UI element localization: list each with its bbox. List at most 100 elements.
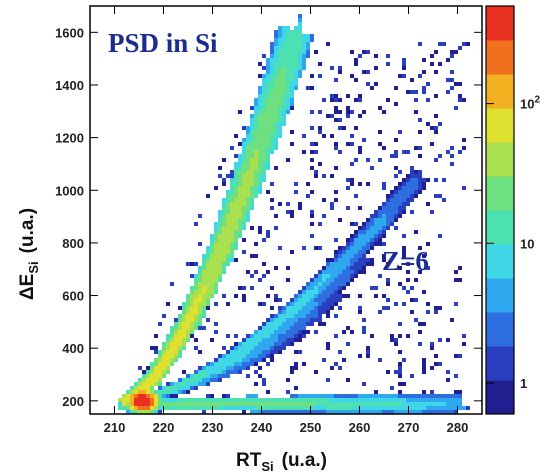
heatmap-cell: [278, 350, 282, 354]
heatmap-cell: [286, 50, 290, 54]
color-scale-segment: [486, 346, 514, 381]
heatmap-cell: [298, 34, 302, 38]
heatmap-cell: [398, 406, 402, 410]
heatmap-cell: [330, 202, 334, 206]
heatmap-cell: [194, 278, 198, 282]
heatmap-cell: [242, 166, 246, 170]
heatmap-cell: [438, 402, 442, 406]
heatmap-cell: [366, 242, 370, 246]
heatmap-cell: [246, 178, 250, 182]
heatmap-cell: [142, 374, 146, 378]
heatmap-cell: [190, 322, 194, 326]
heatmap-cell: [262, 146, 266, 150]
heatmap-cell: [206, 306, 210, 310]
heatmap-cell: [322, 294, 326, 298]
heatmap-cell: [278, 58, 282, 62]
heatmap-cell: [450, 318, 454, 322]
heatmap-cell: [262, 126, 266, 130]
heatmap-cell: [166, 398, 170, 402]
heatmap-cell: [374, 286, 378, 290]
heatmap-cell: [294, 54, 298, 58]
heatmap-cell: [262, 174, 266, 178]
heatmap-cell: [266, 398, 270, 402]
heatmap-cell: [278, 318, 282, 322]
heatmap-cell: [390, 210, 394, 214]
heatmap-cell: [430, 394, 434, 398]
heatmap-cell: [182, 406, 186, 410]
heatmap-cell: [266, 390, 270, 394]
heatmap-cell: [434, 310, 438, 314]
heatmap-cell: [290, 370, 294, 374]
heatmap-cell: [318, 274, 322, 278]
y-tick-label: 1600: [55, 25, 84, 40]
heatmap-cell: [418, 130, 422, 134]
heatmap-cell: [302, 322, 306, 326]
heatmap-cell: [254, 98, 258, 102]
heatmap-cell: [222, 358, 226, 362]
heatmap-cell: [290, 38, 294, 42]
heatmap-cell: [254, 118, 258, 122]
heatmap-cell: [238, 406, 242, 410]
heatmap-cell: [342, 406, 346, 410]
heatmap-cell: [398, 214, 402, 218]
heatmap-cell: [314, 398, 318, 402]
heatmap-cell: [278, 46, 282, 50]
heatmap-cell: [278, 118, 282, 122]
heatmap-cell: [290, 54, 294, 58]
heatmap-cell: [198, 406, 202, 410]
heatmap-cell: [214, 246, 218, 250]
heatmap-cell: [282, 110, 286, 114]
heatmap-cell: [314, 402, 318, 406]
heatmap-cell: [306, 398, 310, 402]
heatmap-cell: [262, 74, 266, 78]
heatmap-cell: [286, 406, 290, 410]
heatmap-cell: [218, 174, 222, 178]
heatmap-cell: [222, 226, 226, 230]
heatmap-cell: [402, 198, 406, 202]
heatmap-cell: [118, 398, 122, 402]
heatmap-cell: [318, 126, 322, 130]
heatmap-cell: [202, 302, 206, 306]
heatmap-cell: [170, 398, 174, 402]
heatmap-cell: [382, 394, 386, 398]
heatmap-cell: [346, 406, 350, 410]
heatmap-cell: [234, 362, 238, 366]
heatmap-cell: [186, 402, 190, 406]
heatmap-cell: [386, 398, 390, 402]
heatmap-cell: [226, 210, 230, 214]
heatmap-cell: [358, 394, 362, 398]
heatmap-cell: [314, 286, 318, 290]
heatmap-cell: [366, 238, 370, 242]
heatmap-cell: [202, 294, 206, 298]
heatmap-cell: [174, 342, 178, 346]
heatmap-cell: [190, 398, 194, 402]
heatmap-cell: [254, 330, 258, 334]
heatmap-cell: [242, 190, 246, 194]
heatmap-cell: [354, 398, 358, 402]
heatmap-cell: [198, 286, 202, 290]
heatmap-cell: [362, 70, 366, 74]
heatmap-cell: [254, 398, 258, 402]
y-axis-label-sub: Si: [26, 261, 41, 273]
heatmap-cell: [202, 306, 206, 310]
heatmap-cell: [462, 342, 466, 346]
heatmap-cell: [418, 330, 422, 334]
heatmap-cell: [326, 342, 330, 346]
heatmap-cell: [358, 402, 362, 406]
heatmap-cell: [398, 182, 402, 186]
heatmap-cell: [218, 254, 222, 258]
heatmap-cell: [178, 314, 182, 318]
heatmap-cell: [214, 370, 218, 374]
heatmap-cell: [222, 182, 226, 186]
heatmap-cell: [462, 146, 466, 150]
heatmap-cell: [374, 394, 378, 398]
heatmap-cell: [302, 134, 306, 138]
heatmap-cell: [250, 254, 254, 258]
heatmap-cell: [294, 410, 298, 414]
heatmap-cell: [278, 90, 282, 94]
heatmap-cell: [362, 326, 366, 330]
heatmap-cell: [362, 246, 366, 250]
heatmap-cell: [210, 394, 214, 398]
heatmap-cell: [218, 262, 222, 266]
heatmap-cell: [322, 282, 326, 286]
